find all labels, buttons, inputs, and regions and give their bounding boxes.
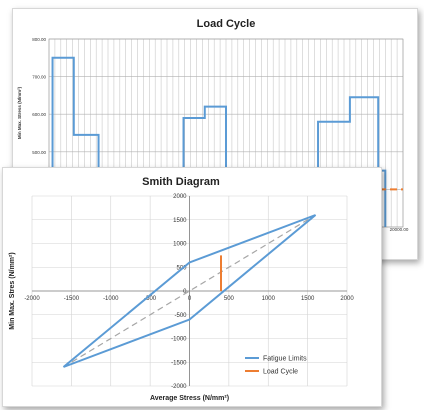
y-tick-label: 700.00 bbox=[32, 75, 46, 80]
x-tick-label: 2000 bbox=[340, 296, 354, 302]
x-tick-label: 500 bbox=[224, 296, 235, 302]
x-tick-label: 1500 bbox=[301, 296, 315, 302]
x-tick-label: -2000 bbox=[24, 296, 40, 302]
x-tick-label: 20000.00 bbox=[390, 227, 409, 232]
y-tick-label: -1500 bbox=[171, 360, 187, 366]
y-tick-label: 600.00 bbox=[32, 112, 46, 117]
x-tick-label: -1000 bbox=[103, 296, 119, 302]
y-tick-label: 0 bbox=[183, 289, 187, 295]
smith-diagram-chart: Smith Diagram -2000 -1500 -1000 -500 0 500 1000… bbox=[9, 176, 354, 402]
smith-diagram-panel: Smith Diagram -2000 -1500 -1000 -500 0 500 1000… bbox=[2, 167, 382, 407]
y-tick-label: 2000 bbox=[173, 194, 187, 200]
load-cycle-series-segment bbox=[182, 105, 227, 227]
fatigue-limits-series bbox=[62, 214, 317, 368]
x-tick-label: -500 bbox=[144, 296, 157, 302]
x-tick-label: 0 bbox=[188, 296, 192, 302]
y-axis-label: Min Max. Stres (N/mm²) bbox=[9, 252, 16, 329]
diagonal-reference-series bbox=[63, 214, 316, 368]
chart-title: Load Cycle bbox=[197, 18, 256, 30]
x-tick-label: -1500 bbox=[64, 296, 80, 302]
chart-title: Smith Diagram bbox=[142, 176, 220, 188]
y-tick-label: -2000 bbox=[171, 384, 187, 390]
y-tick-label: 1500 bbox=[173, 218, 187, 224]
x-tick-label: 1000 bbox=[262, 296, 276, 302]
legend-label: Load Cycle bbox=[263, 369, 298, 376]
load-cycle-series-segment bbox=[317, 96, 387, 227]
legend-label: Fatigue Limits bbox=[263, 356, 307, 363]
y-axis-label: Min Max. Stress (N/mm²) bbox=[17, 86, 22, 139]
y-tick-label: 500.00 bbox=[32, 150, 46, 155]
y-tick-label: -1000 bbox=[171, 337, 187, 343]
y-tick-label: -500 bbox=[174, 313, 187, 319]
y-tick-label: 1000 bbox=[173, 242, 187, 248]
x-axis-label: Average Stress (N/mm²) bbox=[150, 395, 229, 402]
y-tick-label: 800.00 bbox=[32, 37, 46, 42]
